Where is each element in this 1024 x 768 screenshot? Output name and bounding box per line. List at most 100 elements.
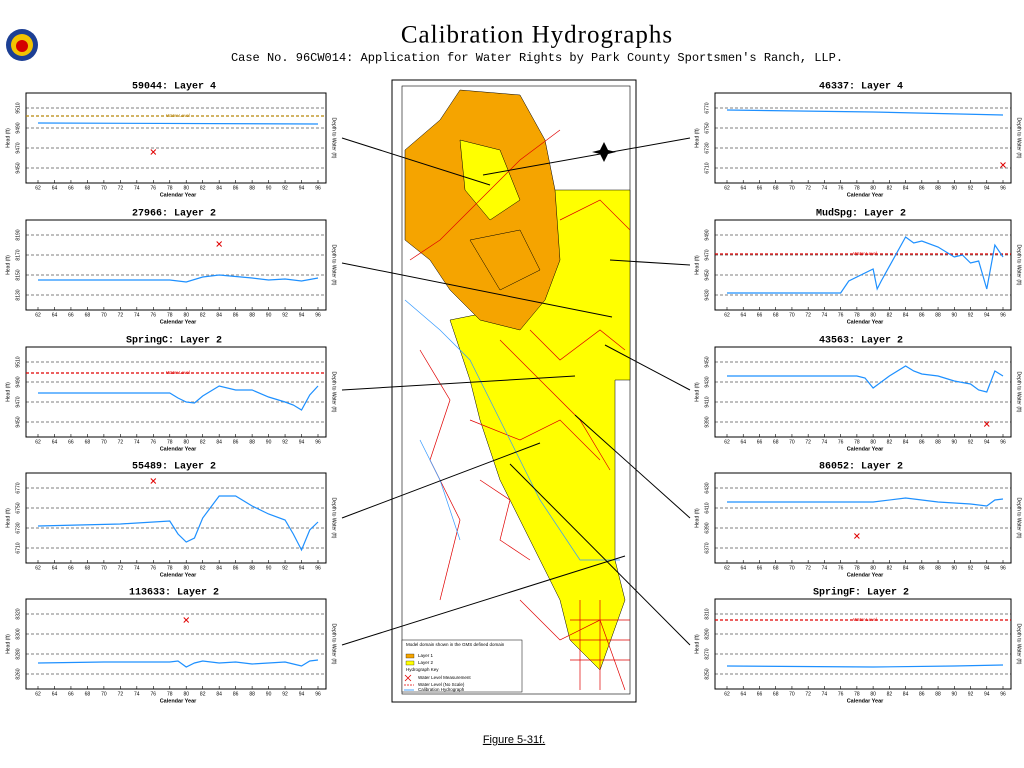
x-tick-label: 86 [919,565,925,571]
y2-axis-label: Depth to Water (ft) [331,498,337,539]
x-tick-label: 72 [118,565,124,571]
y-tick-label: 9410 [704,396,710,407]
x-tick-label: 82 [887,439,893,445]
x-tick-label: 76 [151,565,157,571]
map-legend-text: Layer 2 [418,660,434,665]
x-tick-label: 90 [952,312,958,318]
x-tick-label: 74 [134,439,140,445]
plot-frame [25,346,327,438]
y-tick-label: 6710 [15,542,21,553]
x-tick-label: 82 [887,691,893,697]
x-tick-label: 92 [968,565,974,571]
y-tick-label: 9510 [15,102,21,113]
x-tick-label: 94 [299,185,305,191]
chart-title: SpringF: Layer 2 [813,587,909,599]
x-tick-label: 70 [101,312,107,318]
x-tick-label: 74 [822,565,828,571]
x-tick-label: 76 [151,439,157,445]
y-axis-label: Head (ft) [5,255,11,275]
x-tick-label: 64 [52,185,58,191]
x-tick-label: 70 [101,691,107,697]
chart-title: 55489: Layer 2 [132,462,216,473]
plot-frame [25,598,327,690]
calibration-line [38,274,319,283]
measurement-marker [150,478,157,484]
x-tick-label: 68 [773,565,779,571]
x-tick-label: 74 [822,312,828,318]
x-axis-label: Calendar Year [847,446,884,452]
x-tick-label: 96 [315,565,321,571]
x-tick-label: 68 [773,691,779,697]
x-tick-label: 92 [282,565,288,571]
y-tick-label: 9430 [704,376,710,387]
x-tick-label: 94 [984,185,990,191]
x-tick-label: 70 [789,185,795,191]
chart-title: 113633: Layer 2 [129,588,219,599]
x-tick-label: 62 [724,185,730,191]
y-tick-label: 9490 [704,229,710,240]
x-tick-label: 94 [984,691,990,697]
x-tick-label: 62 [724,565,730,571]
x-tick-label: 90 [266,185,272,191]
x-axis-label: Calendar Year [160,319,197,325]
x-tick-label: 66 [68,565,74,571]
x-tick-label: 72 [805,439,811,445]
x-axis-label: Calendar Year [847,572,884,578]
y-axis-label: Head (ft) [694,382,700,402]
x-tick-label: 80 [183,565,189,571]
x-tick-label: 62 [724,439,730,445]
x-tick-label: 80 [870,691,876,697]
x-tick-label: 84 [903,312,909,318]
x-tick-label: 78 [854,691,860,697]
y-tick-label: 6750 [15,502,21,513]
x-tick-label: 64 [740,439,746,445]
x-axis-label: Calendar Year [847,698,884,704]
x-tick-label: 88 [935,691,941,697]
x-tick-label: 94 [299,439,305,445]
y-tick-label: 9510 [15,356,21,367]
y-tick-label: 8170 [15,249,21,260]
x-tick-label: 64 [52,691,58,697]
x-tick-label: 72 [118,185,124,191]
x-tick-label: 72 [118,312,124,318]
x-tick-label: 70 [101,565,107,571]
calibration-line [727,365,1004,393]
figure-title: Calibration Hydrographs [401,22,673,49]
x-tick-label: 84 [216,439,222,445]
x-tick-label: 90 [266,312,272,318]
x-tick-label: 90 [952,691,958,697]
y-axis-label: Head (ft) [694,128,700,148]
y-tick-label: 8130 [15,289,21,300]
x-tick-label: 74 [134,185,140,191]
x-tick-label: 68 [85,185,91,191]
x-axis-label: Calendar Year [160,572,197,578]
x-tick-label: 80 [183,691,189,697]
x-tick-label: 92 [968,439,974,445]
x-tick-label: 82 [200,565,206,571]
x-tick-label: 84 [216,691,222,697]
x-tick-label: 86 [233,691,239,697]
x-tick-label: 62 [724,312,730,318]
x-tick-label: 76 [151,691,157,697]
y-tick-label: 8280 [15,648,21,659]
x-tick-label: 72 [118,691,124,697]
y2-axis-label: Depth to Water (ft) [1016,245,1022,286]
calibration-line [726,664,1004,668]
figure-subtitle: Case No. 96CW014: Application for Water … [231,51,843,65]
map-legend-text: Model domain shown in the GMS defined do… [406,642,505,647]
x-tick-label: 80 [870,565,876,571]
x-tick-label: 84 [903,691,909,697]
x-tick-label: 78 [167,691,173,697]
x-tick-label: 88 [935,312,941,318]
leader-lines [341,137,691,646]
x-tick-label: 84 [216,312,222,318]
x-tick-label: 86 [919,439,925,445]
x-axis-label: Calendar Year [847,319,884,325]
calibration-line [37,659,319,668]
chart-title: SpringC: Layer 2 [126,335,222,347]
x-tick-label: 68 [85,312,91,318]
x-tick-label: 74 [134,312,140,318]
